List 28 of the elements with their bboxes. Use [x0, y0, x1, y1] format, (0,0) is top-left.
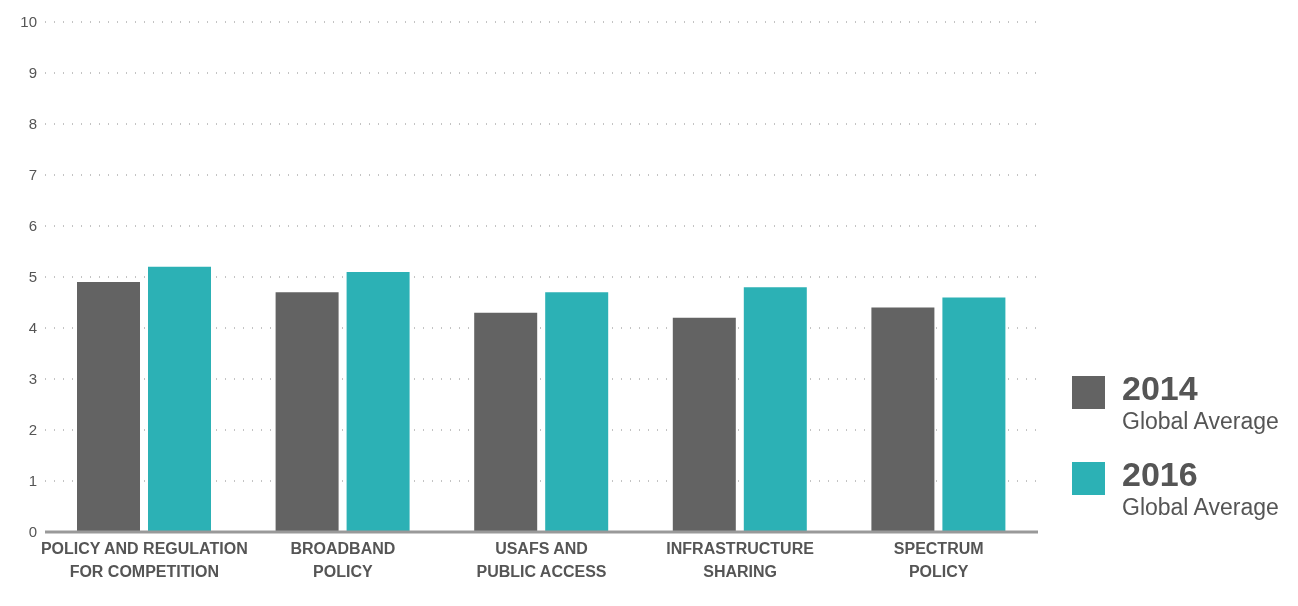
legend-label: 2016 Global Average — [1122, 454, 1279, 520]
bar — [346, 271, 410, 532]
bar — [77, 282, 140, 532]
bar — [672, 317, 736, 532]
x-tick-label: BROADBAND POLICY — [290, 540, 396, 580]
y-tick-label: 5 — [28, 268, 37, 286]
bar — [275, 292, 339, 532]
y-tick-label: 10 — [20, 13, 37, 31]
y-tick-label: 8 — [28, 115, 37, 133]
bar — [942, 297, 1006, 532]
y-tick-label: 3 — [28, 370, 37, 388]
x-tick-label: INFRASTRUCTURE SHARING — [666, 540, 815, 580]
y-tick-label: 0 — [28, 523, 37, 541]
x-tick-label: SPECTRUM POLICY — [893, 540, 984, 580]
x-tick-label: USAFS AND PUBLIC ACCESS — [476, 540, 607, 580]
bar — [474, 312, 538, 532]
y-tick-label: 4 — [28, 319, 37, 337]
bar — [871, 307, 935, 532]
legend-label: 2014 Global Average — [1122, 368, 1279, 434]
bar — [148, 266, 211, 532]
bar — [545, 292, 609, 532]
y-tick-label: 7 — [28, 166, 37, 184]
bar — [743, 287, 807, 532]
x-tick-label: POLICY AND REGULATION FOR COMPETITION — [40, 540, 248, 580]
y-tick-label: 2 — [28, 421, 37, 439]
y-tick-label: 9 — [28, 64, 37, 82]
y-tick-label: 6 — [28, 217, 37, 235]
y-tick-label: 1 — [28, 472, 37, 490]
